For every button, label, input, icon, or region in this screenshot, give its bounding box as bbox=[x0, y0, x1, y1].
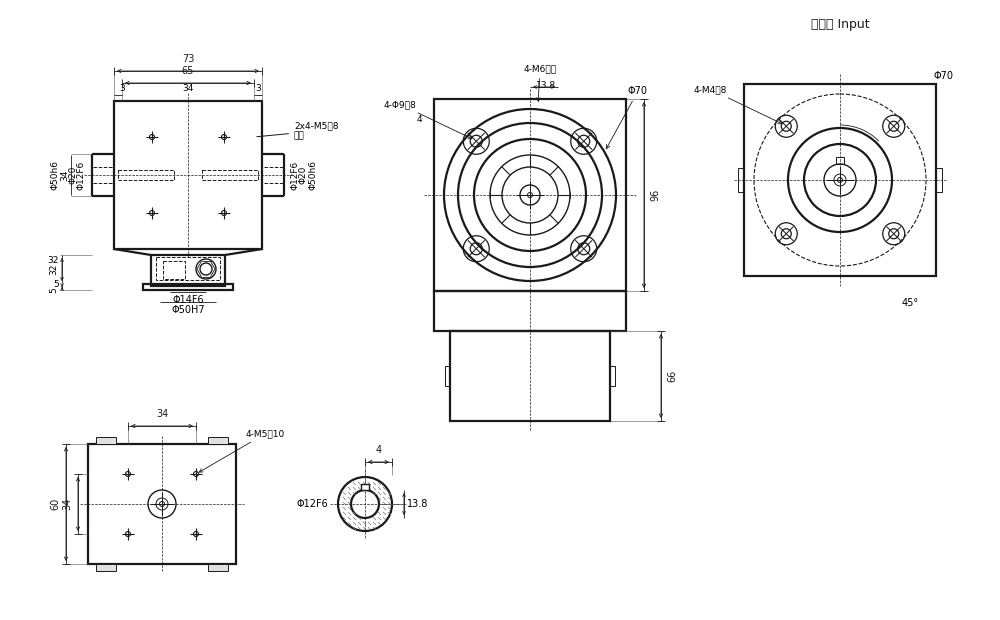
Text: Φ50h6: Φ50h6 bbox=[50, 160, 59, 190]
Bar bbox=[610, 366, 615, 386]
Text: 4: 4 bbox=[375, 445, 382, 455]
Text: 3: 3 bbox=[119, 84, 125, 93]
Text: 5: 5 bbox=[53, 280, 59, 289]
Bar bbox=[118, 170, 174, 180]
Text: Φ12F6: Φ12F6 bbox=[290, 161, 299, 190]
Bar bbox=[208, 437, 228, 444]
Text: 73: 73 bbox=[182, 54, 194, 64]
Text: 13.8: 13.8 bbox=[407, 499, 428, 509]
Text: 4-M4深8: 4-M4深8 bbox=[694, 85, 782, 124]
Text: 34: 34 bbox=[60, 169, 69, 180]
Text: 32: 32 bbox=[48, 256, 59, 265]
Text: 4-Φ9深8: 4-Φ9深8 bbox=[384, 100, 472, 139]
Text: 5: 5 bbox=[49, 287, 58, 293]
Bar bbox=[445, 366, 450, 386]
Text: 4-M6贯穿: 4-M6贯穿 bbox=[523, 64, 557, 101]
Bar bbox=[361, 484, 369, 490]
Text: 3: 3 bbox=[255, 84, 261, 93]
Text: 输入端 Input: 输入端 Input bbox=[811, 18, 869, 31]
Text: Φ14F6: Φ14F6 bbox=[172, 295, 204, 305]
Text: 96: 96 bbox=[650, 189, 660, 201]
Text: 66: 66 bbox=[667, 370, 677, 382]
Text: 34: 34 bbox=[62, 498, 72, 510]
Bar bbox=[143, 284, 233, 290]
Bar bbox=[450, 331, 610, 421]
Text: 13.8: 13.8 bbox=[536, 81, 556, 89]
Text: 4-M5深10: 4-M5深10 bbox=[199, 429, 285, 472]
Bar bbox=[836, 157, 844, 164]
Text: Φ50H7: Φ50H7 bbox=[171, 305, 205, 315]
Text: 2x4-M5深8
两面: 2x4-M5深8 两面 bbox=[257, 122, 338, 141]
Bar bbox=[151, 255, 225, 286]
Text: 4: 4 bbox=[416, 115, 422, 123]
Text: Φ12F6: Φ12F6 bbox=[296, 499, 328, 509]
Text: Φ70: Φ70 bbox=[606, 86, 648, 149]
Text: Φ50h6: Φ50h6 bbox=[309, 160, 318, 190]
Text: Φ20: Φ20 bbox=[299, 166, 308, 184]
Bar bbox=[156, 257, 220, 280]
Text: 32: 32 bbox=[49, 264, 58, 275]
Text: 60: 60 bbox=[50, 498, 60, 510]
Bar bbox=[163, 261, 185, 279]
Bar bbox=[744, 84, 936, 276]
Text: 34: 34 bbox=[182, 84, 194, 93]
Text: Φ20: Φ20 bbox=[69, 166, 78, 184]
Text: 45°: 45° bbox=[902, 298, 919, 308]
Text: Φ12F6: Φ12F6 bbox=[77, 161, 86, 190]
Text: 34: 34 bbox=[156, 409, 168, 419]
Bar bbox=[738, 168, 744, 192]
Bar bbox=[202, 170, 258, 180]
Bar bbox=[96, 564, 116, 571]
Bar bbox=[114, 101, 262, 249]
Text: 65: 65 bbox=[182, 66, 194, 76]
Bar bbox=[936, 168, 942, 192]
Bar bbox=[96, 437, 116, 444]
Bar bbox=[88, 444, 236, 564]
Bar bbox=[434, 99, 626, 291]
Bar bbox=[434, 291, 626, 331]
Text: Φ70: Φ70 bbox=[934, 71, 954, 81]
Bar bbox=[208, 564, 228, 571]
